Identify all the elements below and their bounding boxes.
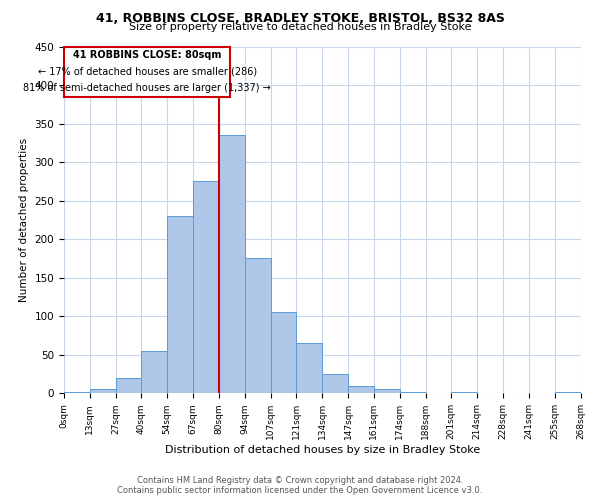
Bar [142, 351, 167, 394]
Bar [271, 312, 296, 394]
Bar [374, 390, 400, 394]
Bar [193, 182, 219, 394]
Text: Size of property relative to detached houses in Bradley Stoke: Size of property relative to detached ho… [129, 22, 471, 32]
Bar [400, 392, 425, 394]
Bar [322, 374, 348, 394]
Text: 81% of semi-detached houses are larger (1,337) →: 81% of semi-detached houses are larger (… [23, 84, 271, 94]
Bar [296, 343, 322, 394]
Bar [348, 386, 374, 394]
Text: 41 ROBBINS CLOSE: 80sqm: 41 ROBBINS CLOSE: 80sqm [73, 50, 221, 60]
FancyBboxPatch shape [64, 46, 230, 96]
Text: Contains HM Land Registry data © Crown copyright and database right 2024.
Contai: Contains HM Land Registry data © Crown c… [118, 476, 482, 495]
Y-axis label: Number of detached properties: Number of detached properties [19, 138, 29, 302]
Bar [116, 378, 142, 394]
Bar [451, 392, 477, 394]
Bar [167, 216, 193, 394]
Bar [554, 392, 581, 394]
Bar [219, 135, 245, 394]
X-axis label: Distribution of detached houses by size in Bradley Stoke: Distribution of detached houses by size … [164, 445, 480, 455]
Bar [64, 392, 89, 394]
Bar [89, 390, 116, 394]
Text: ← 17% of detached houses are smaller (286): ← 17% of detached houses are smaller (28… [38, 66, 257, 76]
Text: 41, ROBBINS CLOSE, BRADLEY STOKE, BRISTOL, BS32 8AS: 41, ROBBINS CLOSE, BRADLEY STOKE, BRISTO… [95, 12, 505, 26]
Bar [245, 258, 271, 394]
